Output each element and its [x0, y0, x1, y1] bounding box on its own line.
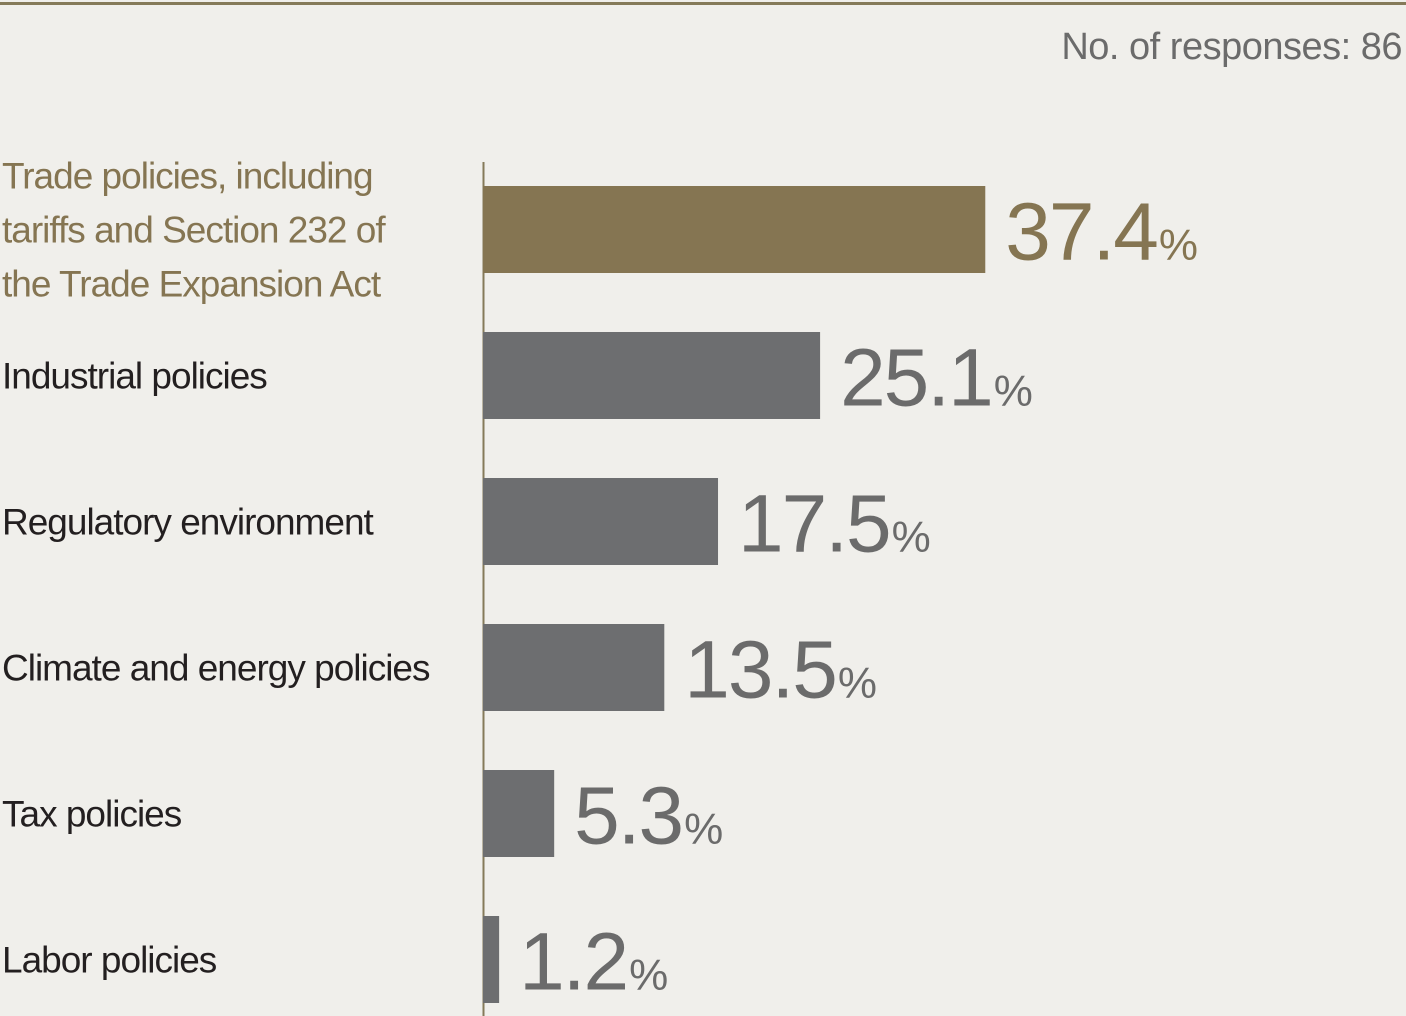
value-number-5: 1.2	[519, 917, 627, 1008]
value-number-1: 25.1	[840, 333, 992, 424]
bar-1	[483, 332, 821, 419]
value-label-1: 25.1%	[840, 333, 1033, 424]
value-number-4: 5.3	[574, 771, 682, 862]
value-label-5: 1.2%	[519, 917, 668, 1008]
category-label-0-line-1: tariffs and Section 232 of	[2, 210, 386, 251]
bar-4	[483, 770, 555, 857]
category-label-1: Industrial policies	[2, 356, 267, 397]
category-label-0-line-0: Trade policies, including	[2, 156, 373, 197]
responses-count: No. of responses: 86	[1061, 26, 1402, 68]
value-number-2: 17.5	[738, 479, 890, 570]
value-unit-1: %	[994, 367, 1033, 416]
top-rule	[0, 2, 1406, 5]
bar-5	[483, 916, 500, 1003]
value-label-3: 13.5%	[684, 625, 877, 716]
bar-3	[483, 624, 665, 711]
category-label-4-line-0: Tax policies	[2, 794, 182, 835]
category-label-1-line-0: Industrial policies	[2, 356, 267, 397]
value-unit-5: %	[629, 951, 668, 1000]
category-label-0: Trade policies, including tariffs and Sec…	[2, 156, 386, 305]
category-label-3-line-0: Climate and energy policies	[2, 648, 430, 689]
bar-0	[483, 186, 986, 273]
value-label-4: 5.3%	[574, 771, 723, 862]
value-label-0: 37.4%	[1005, 187, 1198, 278]
bar-2	[483, 478, 719, 565]
category-label-2: Regulatory environment	[2, 502, 375, 543]
category-label-5: Labor policies	[2, 940, 217, 981]
value-unit-4: %	[684, 805, 723, 854]
category-label-5-line-0: Labor policies	[2, 940, 217, 981]
category-label-0-line-2: the Trade Expansion Act	[2, 264, 382, 305]
value-number-3: 13.5	[684, 625, 836, 716]
value-number-0: 37.4	[1005, 187, 1157, 278]
value-unit-3: %	[838, 659, 877, 708]
value-unit-0: %	[1159, 221, 1198, 270]
value-label-2: 17.5%	[738, 479, 931, 570]
value-unit-2: %	[892, 513, 931, 562]
category-label-2-line-0: Regulatory environment	[2, 502, 375, 543]
category-label-4: Tax policies	[2, 794, 182, 835]
category-label-3: Climate and energy policies	[2, 648, 430, 689]
